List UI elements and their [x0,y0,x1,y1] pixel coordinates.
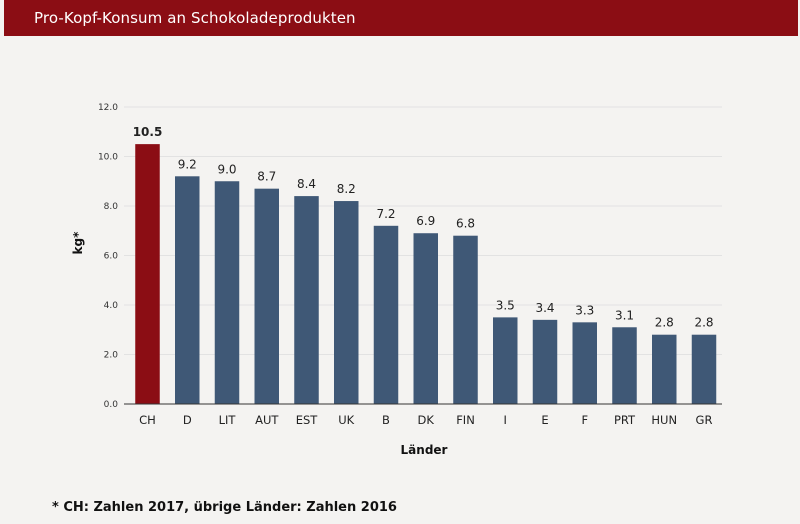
category-label: HUN [651,413,677,427]
value-label: 8.2 [337,182,356,196]
value-label: 7.2 [376,207,395,221]
value-labels: 10.5 9.2 9.0 8.7 8.4 8.2 7.2 6.9 6.8 3.5 3.4 3.3 3.1… [133,125,714,330]
y-tick-label: 6.0 [104,252,119,262]
category-label: EST [296,413,319,427]
value-label: 3.3 [575,303,594,317]
value-label: 10.5 [133,125,163,139]
bar-dk [413,233,438,404]
value-label: 2.8 [694,316,713,330]
bar-gr [691,334,717,404]
y-axis-title: kg* [71,231,85,255]
bar-b [373,225,399,404]
value-label: 8.4 [297,177,316,191]
y-tick-label: 12.0 [98,103,118,113]
category-labels: CH D LIT AUT EST UK B DK FIN I E F PRT HUN GR [139,413,712,427]
y-tick-label: 0.0 [104,400,119,410]
category-label: B [382,413,390,427]
category-label: LIT [219,413,237,427]
category-label: E [541,413,548,427]
bar-ch [135,144,160,404]
bar-d [175,176,200,404]
category-label: F [581,413,588,427]
x-axis-title: Länder [401,443,448,457]
value-label: 9.2 [178,157,197,171]
value-label: 9.0 [217,162,236,176]
bar-i [493,317,518,404]
bar-est [294,196,319,404]
footnote: * CH: Zahlen 2017, übrige Länder: Zahlen… [52,500,397,515]
bar-prt [612,327,637,404]
category-label: I [504,413,507,427]
value-label: 2.8 [655,316,674,330]
y-tick-label: 2.0 [104,351,119,361]
value-label: 6.8 [456,217,475,231]
header-bar: Pro-Kopf-Konsum an Schokoladeprodukten [4,0,798,36]
bar-lit [214,181,240,404]
page-title: Pro-Kopf-Konsum an Schokoladeprodukten [34,9,356,27]
category-label: PRT [614,413,636,427]
y-tick-label: 10.0 [98,153,118,163]
bar-aut [254,188,279,404]
value-label: 3.1 [615,308,634,322]
category-label: CH [139,413,156,427]
y-tick-label: 8.0 [104,202,119,212]
category-label: AUT [255,413,279,427]
category-label: D [183,413,192,427]
bar-e [532,319,558,404]
bar-fin [453,235,478,404]
y-axis-ticks: 0.0 2.0 4.0 6.0 8.0 10.0 12.0 [98,103,118,410]
value-label: 6.9 [416,214,435,228]
category-label: UK [338,413,354,427]
category-label: DK [418,413,435,427]
value-label: 8.7 [257,170,276,184]
value-label: 3.5 [496,298,515,312]
bar-uk [334,201,359,404]
bars [135,144,717,404]
bar-f [572,322,597,404]
value-label: 3.4 [535,301,554,315]
y-tick-label: 4.0 [104,301,119,311]
category-label: GR [696,413,713,427]
category-label: FIN [456,413,475,427]
bar-hun [652,334,677,404]
